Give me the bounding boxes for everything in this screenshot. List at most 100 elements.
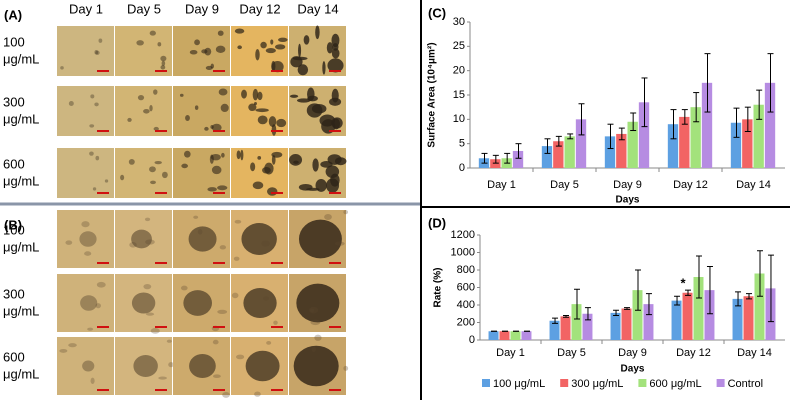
error-bar (563, 315, 570, 318)
cell-cluster (255, 108, 269, 113)
y-tick-label: 400 (457, 299, 475, 311)
cell-cluster (160, 65, 166, 70)
scale-bar (271, 192, 283, 194)
bar (632, 290, 643, 340)
panel-label: (C) (428, 5, 446, 20)
y-axis-label: Surface Area (10⁴μm²) (427, 42, 438, 147)
spheroid (183, 290, 212, 316)
debris (217, 309, 228, 314)
scale-bar (271, 389, 283, 391)
cell-cluster (207, 187, 217, 192)
cell-cluster (136, 40, 144, 46)
scale-bar (155, 389, 167, 391)
row-label: 600 (3, 349, 25, 364)
bar (679, 116, 690, 168)
cell-cluster (303, 35, 310, 45)
debris (90, 377, 95, 384)
y-tick-label: 0 (459, 162, 465, 174)
bar (571, 304, 582, 340)
cell-cluster (217, 30, 224, 36)
row-label: μg/mL (3, 111, 39, 126)
cell-cluster (289, 154, 303, 166)
bar (499, 331, 510, 340)
debris (273, 320, 278, 325)
error-bar (618, 127, 625, 141)
y-tick-label: 10 (453, 113, 465, 125)
x-tick-label: Day 1 (487, 179, 516, 191)
error-bar (685, 289, 692, 296)
legend-swatch (638, 379, 647, 387)
cell-cluster (296, 98, 311, 103)
error-bar (613, 309, 620, 316)
debris (166, 339, 172, 343)
debris (145, 312, 155, 316)
bar (682, 292, 693, 340)
cell-cluster (332, 118, 340, 130)
cell-cluster (331, 88, 339, 103)
cell-cluster (89, 151, 94, 156)
micrograph (115, 26, 172, 76)
bar (553, 141, 564, 168)
debris (222, 391, 230, 398)
cell-cluster (319, 114, 336, 127)
cell-cluster (157, 42, 162, 47)
cell-cluster (298, 43, 302, 58)
cell-cluster (137, 94, 145, 101)
bar (560, 316, 571, 340)
debris (212, 339, 219, 345)
x-tick-label: Day 12 (673, 179, 708, 191)
cell-cluster (161, 60, 166, 66)
error-bar (746, 293, 753, 300)
error-bar (634, 269, 641, 311)
debris (236, 354, 245, 360)
cell-cluster (298, 183, 313, 191)
error-bar (555, 135, 562, 147)
debris (266, 341, 272, 345)
bar (732, 298, 743, 340)
x-tick-label: Day 1 (496, 347, 525, 359)
x-axis-label: Days (616, 195, 640, 206)
row-label: 300 (3, 286, 25, 301)
error-bar (573, 288, 580, 320)
debris (95, 303, 101, 309)
scale-bar (97, 262, 109, 264)
spheroid (188, 226, 217, 252)
spheroid (245, 350, 280, 382)
cell-cluster (276, 118, 287, 128)
cell-cluster (331, 33, 340, 48)
cell-cluster (311, 103, 327, 114)
cell-cluster (149, 166, 156, 173)
debris (59, 348, 68, 353)
cell-cluster (210, 124, 214, 129)
spheroid (298, 219, 342, 259)
cell-cluster (326, 178, 340, 193)
error-bar (756, 89, 763, 120)
annotation: * (680, 276, 686, 291)
micrograph (115, 86, 172, 136)
panel-label: (A) (4, 7, 22, 22)
cell-cluster (326, 42, 334, 54)
cell-cluster (161, 171, 168, 179)
bar (671, 300, 682, 340)
error-bar (641, 77, 648, 128)
bar (667, 124, 679, 168)
bar (704, 290, 715, 340)
column-header: Day 5 (127, 1, 161, 16)
spheroid (131, 292, 156, 314)
bar (693, 277, 704, 340)
micrograph (115, 148, 172, 198)
spheroid (133, 354, 158, 378)
row-label: μg/mL (3, 173, 39, 188)
bar (701, 82, 713, 168)
cell-cluster (236, 150, 241, 160)
spheroid (79, 231, 97, 247)
debris (150, 328, 160, 334)
cell-cluster (215, 45, 226, 53)
debris (144, 217, 151, 222)
bar (521, 331, 532, 340)
cell-cluster (270, 39, 274, 45)
bar (627, 121, 638, 168)
cell-cluster (184, 150, 191, 158)
row-label: μg/mL (3, 303, 39, 318)
cell-cluster (327, 58, 344, 73)
